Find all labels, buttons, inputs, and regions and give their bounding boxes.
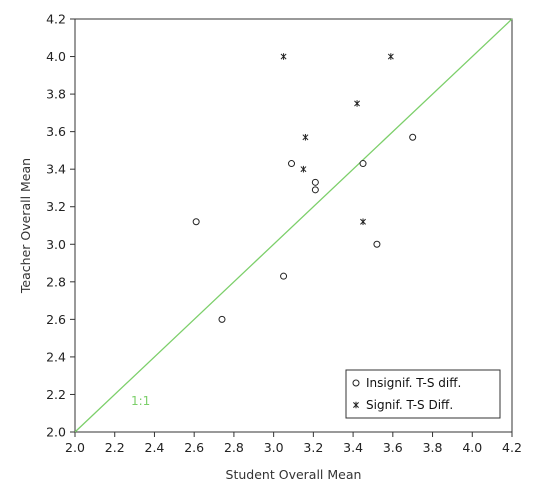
asterisk-stroke xyxy=(353,402,359,408)
data-point-insignificant xyxy=(373,240,381,248)
data-point-significant xyxy=(300,165,307,173)
y-tick-label: 2.6 xyxy=(46,312,66,327)
x-tick-label: 3.4 xyxy=(343,440,363,455)
data-point-significant xyxy=(302,133,309,141)
x-tick-label: 4.2 xyxy=(502,440,522,455)
y-tick-label: 2.2 xyxy=(46,387,66,402)
asterisk-stroke xyxy=(387,53,394,60)
reference-line-label: 1:1 xyxy=(131,394,150,408)
data-point-insignificant xyxy=(218,315,226,323)
data-point-insignificant xyxy=(409,133,417,141)
y-tick-label: 3.0 xyxy=(46,237,66,252)
data-point-insignificant xyxy=(288,160,296,168)
legend: Insignif. T-S diff. Signif. T-S Diff. xyxy=(345,369,501,419)
data-point-insignificant xyxy=(280,272,288,280)
asterisk-stroke xyxy=(360,218,366,225)
legend-box xyxy=(345,369,501,419)
y-tick-label: 3.2 xyxy=(46,199,66,214)
data-point-insignificant xyxy=(192,218,200,226)
x-tick-label: 3.6 xyxy=(383,440,403,455)
legend-circle-symbol xyxy=(352,379,360,387)
x-tick-label: 2.6 xyxy=(184,440,204,455)
x-tick-label: 2.0 xyxy=(65,440,85,455)
one-to-one-line xyxy=(74,18,513,433)
y-tick-label: 2.8 xyxy=(46,274,66,289)
data-point-insignificant xyxy=(311,178,319,186)
legend-asterisk-symbol xyxy=(353,401,359,409)
x-tick-label: 3.8 xyxy=(423,440,443,455)
asterisk-stroke xyxy=(302,134,309,141)
x-tick-label: 4.0 xyxy=(462,440,482,455)
data-point-insignificant xyxy=(311,186,319,194)
x-tick-label: 2.4 xyxy=(145,440,165,455)
legend-asterisk-marker xyxy=(353,401,359,409)
legend-label-significant: Signif. T-S Diff. xyxy=(366,398,453,412)
asterisk-stroke xyxy=(354,100,361,107)
y-tick-label: 4.2 xyxy=(46,12,66,27)
y-tick-label: 4.0 xyxy=(46,49,66,64)
x-tick-label: 3.0 xyxy=(264,440,284,455)
x-tick-label: 2.8 xyxy=(224,440,244,455)
y-tick-label: 3.4 xyxy=(46,162,66,177)
y-tick-label: 3.8 xyxy=(46,87,66,102)
axes-layer: 2.0 2.2 2.4 2.6 2.8 3.0 3.2 3.4 3.6 3.8 4.0 4.2 2.0 2… xyxy=(46,12,522,456)
data-point-significant xyxy=(387,53,394,60)
x-axis-title: Student Overall Mean xyxy=(226,467,362,482)
legend-label-insignificant: Insignif. T-S diff. xyxy=(366,376,461,390)
legend-entry-significant: Signif. T-S Diff. xyxy=(353,398,453,412)
data-point-significant xyxy=(354,100,361,107)
asterisk-stroke xyxy=(280,53,287,60)
data-point-significant xyxy=(360,218,366,226)
data-point-significant xyxy=(280,53,287,60)
x-tick-label: 2.2 xyxy=(105,440,125,455)
y-axis-title: Teacher Overall Mean xyxy=(18,158,33,294)
y-tick-label: 3.6 xyxy=(46,124,66,139)
x-tick-label: 3.2 xyxy=(303,440,323,455)
data-point-insignificant xyxy=(359,160,367,168)
asterisk-stroke xyxy=(300,166,307,173)
reference-line-layer xyxy=(74,18,513,433)
points-layer xyxy=(192,53,417,323)
legend-entry-insignificant: Insignif. T-S diff. xyxy=(352,376,461,390)
y-tick-label: 2.4 xyxy=(46,349,66,364)
y-tick-label: 2.0 xyxy=(46,425,66,440)
legend-circle-marker xyxy=(352,379,360,387)
